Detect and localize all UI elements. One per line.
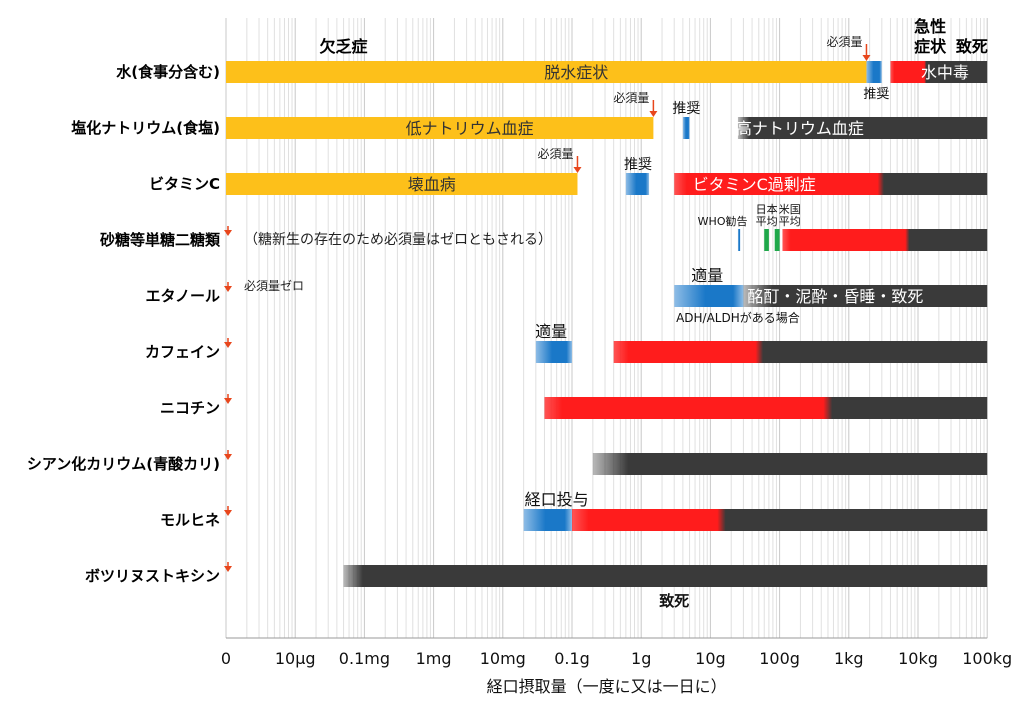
grid xyxy=(225,18,988,638)
annotation: 平均 xyxy=(779,215,801,228)
x-tick-label: 1g xyxy=(631,649,651,668)
x-tick-label: 0.1mg xyxy=(339,649,390,668)
annotation: 日本 xyxy=(756,202,778,216)
bar-segment-deficiency xyxy=(226,117,654,139)
category-label: カフェイン xyxy=(145,343,220,361)
segment-label: 壊血病 xyxy=(408,175,456,194)
bar-segment-acute xyxy=(572,509,988,531)
x-tick-label: 10µg xyxy=(275,649,316,668)
bar-segment-reference xyxy=(764,229,769,251)
x-tick-label: 1kg xyxy=(834,649,864,668)
category-label: 水(食事分含む) xyxy=(116,63,220,81)
annotation: 推奨 xyxy=(863,87,889,102)
category-label: エタノール xyxy=(145,287,220,305)
annotation: 適量 xyxy=(691,266,723,285)
segment-label: 水中毒 xyxy=(921,63,969,82)
segment-label: ビタミンC過剰症 xyxy=(693,175,816,194)
header-label: 症状 xyxy=(914,37,947,56)
segment-label: 高ナトリウム血症 xyxy=(736,119,864,138)
x-ticks: 0 10µg 0.1mg 1mg 10mg 0.1g 1g 10g 100g 1kg 10kg 100… xyxy=(221,649,1012,668)
bar-segment-recommended xyxy=(682,117,690,139)
category-label: ボツリヌストキシン xyxy=(85,567,220,585)
x-tick-label: 0 xyxy=(221,649,231,668)
bar-segment-lethal xyxy=(737,117,988,139)
header-label: 致死 xyxy=(956,37,988,56)
bar-segment-lethal xyxy=(743,285,988,307)
category-label: ビタミンC xyxy=(149,175,220,193)
annotation: 平均 xyxy=(756,215,778,228)
bar-segment-acute xyxy=(674,173,988,195)
required-arrow-head xyxy=(573,167,582,173)
zero-marker-arrow-head xyxy=(224,286,232,292)
x-tick-label: 100g xyxy=(759,649,800,668)
x-tick-label: 0.1g xyxy=(554,649,590,668)
annotation: 推奨 xyxy=(672,101,700,117)
annotation: 必須量 xyxy=(826,35,862,49)
x-tick-label: 1mg xyxy=(416,649,452,668)
category-label: シアン化カリウム(青酸カリ) xyxy=(27,455,220,473)
bar-segment-acute xyxy=(890,61,988,83)
annotations: 必須量推奨必須量推奨必須量推奨（糖新生の存在のため必須量はゼロともされる）WHO… xyxy=(224,35,889,610)
x-axis-label: 経口摂取量（一度に又は一日に） xyxy=(487,677,727,696)
annotation: （糖新生の存在のため必須量はゼロともされる） xyxy=(244,232,552,248)
annotation: 米国 xyxy=(779,203,801,216)
bar-segment-acute xyxy=(544,397,988,419)
bar-segment-recommended xyxy=(625,173,650,195)
category-label: 塩化ナトリウム(食塩) xyxy=(71,119,220,137)
segment-label: 酩酊・泥酔・昏睡・致死 xyxy=(747,287,923,306)
annotation: WHO勧告 xyxy=(698,214,748,228)
bar-segment-recommended xyxy=(523,509,572,531)
x-tick-label: 10kg xyxy=(898,649,938,668)
annotation: 必須量 xyxy=(537,147,573,161)
bar-segment-recommended xyxy=(535,341,572,363)
annotation: ADH/ALDHがある場合 xyxy=(676,310,800,325)
bar-segment-recommended xyxy=(737,229,741,251)
category-label: ニコチン xyxy=(160,399,220,417)
x-tick-label: 10g xyxy=(695,649,726,668)
segment-label: 低ナトリウム血症 xyxy=(406,119,534,138)
annotation: 適量 xyxy=(535,322,567,341)
bar-segment-recommended xyxy=(674,285,744,307)
bar-segment-recommended xyxy=(866,61,882,83)
bar-segment-acute xyxy=(782,229,988,251)
annotation: 致死 xyxy=(659,592,689,610)
bar-segment-lethal xyxy=(592,453,988,475)
zero-marker-arrow-head xyxy=(224,566,232,572)
bar-segment-lethal xyxy=(343,565,988,587)
annotation: 経口投与 xyxy=(525,490,589,509)
bar-segment-deficiency xyxy=(226,61,867,83)
required-arrow-head xyxy=(862,55,871,61)
category-label: モルヒネ xyxy=(160,511,220,529)
header-label: 急性 xyxy=(914,17,946,36)
zero-marker-arrow-head xyxy=(224,454,232,460)
annotation: 必須量 xyxy=(613,91,649,105)
bar-segment-acute xyxy=(613,341,988,363)
category-label: 砂糖等単糖二糖類 xyxy=(100,231,221,249)
zero-marker-arrow-head xyxy=(224,342,232,348)
annotation: 必須量ゼロ xyxy=(244,279,304,293)
zero-marker-arrow-head xyxy=(224,230,232,236)
row-labels: 水(食事分含む) 塩化ナトリウム(食塩) ビタミンC 砂糖等単糖二糖類エタノールカフェ… xyxy=(27,63,221,585)
bar-segment-deficiency xyxy=(226,173,578,195)
header-label: 欠乏症 xyxy=(320,37,368,56)
x-tick-label: 100kg xyxy=(962,649,1012,668)
required-arrow-head xyxy=(649,111,658,117)
bar-segment-reference xyxy=(774,229,780,251)
zero-marker-arrow-head xyxy=(224,510,232,516)
zero-marker-arrow-head xyxy=(224,398,232,404)
x-tick-label: 10mg xyxy=(480,649,526,668)
segment-label: 脱水症状 xyxy=(544,63,608,82)
annotation: 推奨 xyxy=(624,157,652,173)
